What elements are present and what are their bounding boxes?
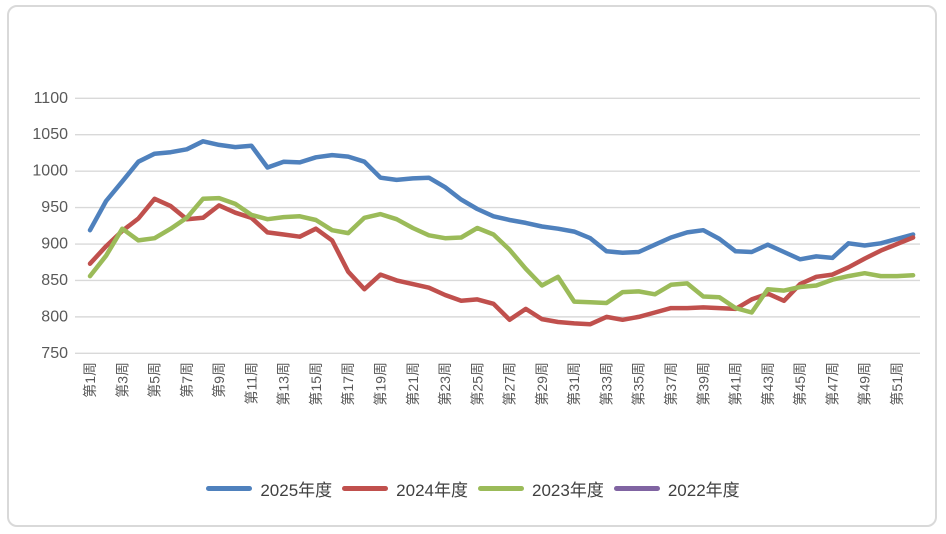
x-tick-label-week-11: 第11周	[243, 362, 259, 405]
legend-item-2024年度[interactable]: 2024年度	[342, 476, 468, 501]
x-tick-label-week-15: 第15周	[308, 362, 324, 406]
x-tick-label-week-51: 第51周	[889, 362, 905, 406]
x-tick-label-week-49: 第49周	[857, 362, 873, 406]
x-tick-label-week-9: 第9周	[211, 362, 227, 398]
x-tick-label-week-27: 第27周	[502, 362, 518, 406]
series-line-2023年度	[87, 195, 916, 315]
x-tick-label-week-37: 第37周	[663, 362, 679, 406]
legend-label: 2022年度	[667, 480, 740, 500]
legend-item-2023年度[interactable]: 2023年度	[478, 476, 604, 501]
x-tick-label-week-7: 第7周	[179, 362, 195, 398]
x-tick-label-week-23: 第23周	[437, 362, 453, 406]
x-tick-label-week-39: 第39周	[695, 362, 711, 406]
legend-line-swatch	[342, 485, 389, 491]
gridlines	[75, 97, 920, 354]
x-tick-label-week-47: 第47周	[824, 362, 840, 406]
legend-label: 2025年度	[260, 480, 333, 500]
x-tick-label-week-45: 第45周	[792, 362, 808, 406]
y-tick-label-750: 750	[41, 345, 68, 362]
x-tick-label-week-29: 第29周	[534, 362, 550, 406]
legend-line-swatch	[478, 485, 524, 491]
x-tick-label-week-17: 第17周	[340, 362, 356, 406]
x-tick-label-week-5: 第5周	[147, 362, 163, 398]
x-tick-label-week-31: 第31周	[566, 362, 582, 406]
x-tick-label-week-21: 第21周	[405, 362, 421, 406]
legend-item-2025年度[interactable]: 2025年度	[206, 476, 332, 501]
y-tick-label-1000: 1000	[32, 163, 68, 180]
legend-line-swatch	[613, 485, 660, 491]
y-tick-label-950: 950	[41, 199, 68, 216]
x-tick-label-week-41: 第41周	[728, 362, 744, 406]
legend-label: 2023年度	[532, 480, 604, 500]
x-tick-label-week-19: 第19周	[373, 362, 389, 406]
chart-border-frame	[7, 5, 937, 527]
y-axis-tick-labels: 750 800 850 900 950 1000 1050 1100	[32, 90, 68, 362]
x-tick-label-week-1: 第1周	[82, 362, 98, 398]
x-tick-label-week-13: 第13周	[276, 362, 292, 406]
y-tick-label-900: 900	[41, 236, 68, 253]
series-line-2024年度	[87, 196, 916, 327]
legend-label: 2024年度	[396, 480, 468, 500]
series-lines	[87, 139, 916, 327]
x-tick-label-week-33: 第33周	[598, 362, 614, 406]
legend: 2025年度 2024年度 2023年度 2022年度	[0, 468, 946, 508]
x-tick-label-week-25: 第25周	[469, 362, 485, 406]
y-tick-label-1100: 1100	[34, 90, 69, 107]
x-axis-tick-labels: 第1周 第3周 第5周 第7周 第9周 第11周 第13周 第15周 第17周 第19周 第21周第…	[82, 362, 905, 406]
x-tick-label-week-43: 第43周	[760, 362, 776, 406]
y-tick-label-1050: 1050	[32, 126, 68, 143]
series-line-2025年度	[87, 139, 916, 262]
y-tick-label-850: 850	[41, 272, 68, 289]
x-tick-label-week-35: 第35周	[631, 362, 647, 406]
legend-item-2022年度[interactable]: 2022年度	[613, 476, 740, 501]
x-tick-label-week-3: 第3周	[114, 362, 130, 398]
y-tick-label-800: 800	[41, 308, 68, 325]
legend-line-swatch	[206, 485, 253, 491]
